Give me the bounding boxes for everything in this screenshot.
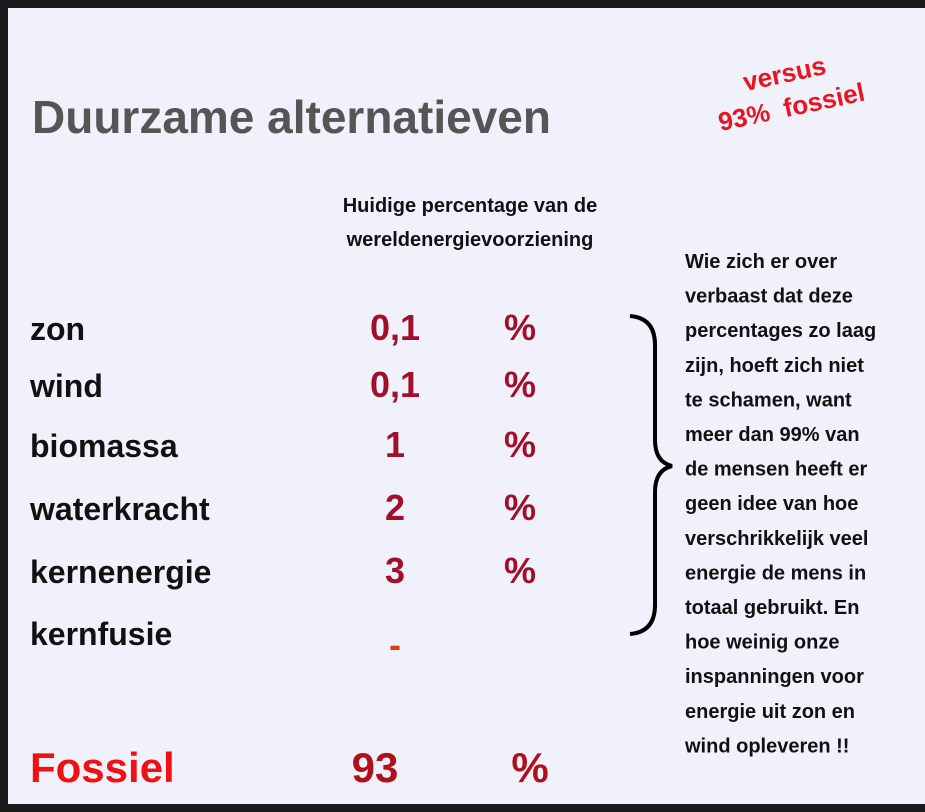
total-label: Fossiel <box>30 744 175 791</box>
note-line: de mensen heeft er <box>685 459 868 481</box>
note-line: meer dan 99% van <box>685 424 860 446</box>
note-line: geen idee van hoe <box>685 493 858 515</box>
row-label: kernenergie <box>30 554 211 590</box>
row-unit: % <box>504 487 536 528</box>
note-line: energie de mens in <box>685 562 866 584</box>
total-unit: % <box>511 744 548 791</box>
note-line: verschrikkelijk veel <box>685 528 868 550</box>
column-header: wereldenergievoorziening <box>346 229 594 251</box>
background <box>8 8 925 804</box>
row-label: waterkracht <box>29 491 210 527</box>
row-label: kernfusie <box>30 616 172 652</box>
row-value: 1 <box>385 424 405 465</box>
row-value: 0,1 <box>370 307 420 348</box>
row-value: - <box>389 624 401 665</box>
row-label: zon <box>30 311 85 347</box>
row-unit: % <box>504 364 536 405</box>
row-label: wind <box>29 368 103 404</box>
note-line: inspanningen voor <box>685 666 864 688</box>
row-unit: % <box>504 307 536 348</box>
note-line: zijn, hoeft zich niet <box>685 355 864 377</box>
note-line: te schamen, want <box>685 389 852 411</box>
row-value: 0,1 <box>370 364 420 405</box>
note-line: Wie zich er over <box>685 251 837 273</box>
note-line: hoe weinig onze <box>685 632 839 654</box>
note-line: energie uit zon en <box>685 701 855 723</box>
note-line: wind opleveren !! <box>684 735 849 757</box>
row-value: 3 <box>385 550 405 591</box>
note-line: verbaast dat deze <box>685 286 853 308</box>
row-label: biomassa <box>30 428 178 464</box>
title: Duurzame alternatieven <box>32 91 551 143</box>
row-value: 2 <box>385 487 405 528</box>
row-unit: % <box>504 424 536 465</box>
brace <box>629 314 673 636</box>
column-header: Huidige percentage van de <box>343 195 598 217</box>
note-line: totaal gebruikt. En <box>685 597 859 619</box>
row-unit: % <box>504 550 536 591</box>
total-value: 93 <box>352 744 399 791</box>
note-line: percentages zo laag <box>685 320 876 342</box>
